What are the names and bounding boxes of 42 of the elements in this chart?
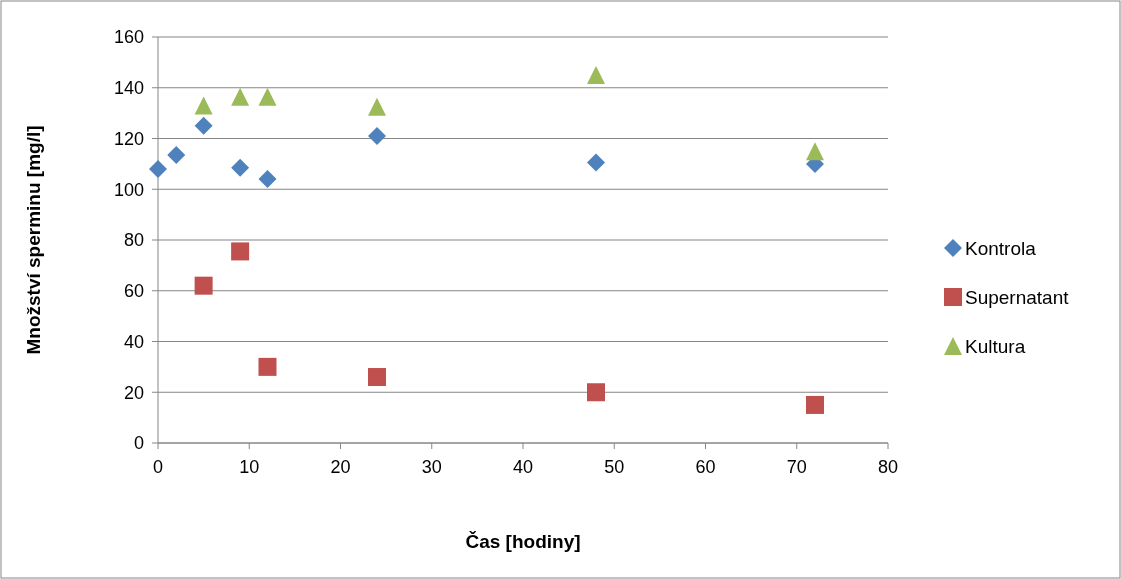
point xyxy=(167,145,186,164)
legend-label: Kultura xyxy=(965,335,1026,357)
legend-label: Kontrola xyxy=(965,237,1037,259)
y-tick-label: 120 xyxy=(113,128,144,149)
point xyxy=(258,357,277,376)
y-axis-title: Množství sperminu [mg/l] xyxy=(23,125,44,355)
x-tick-label: 10 xyxy=(239,457,260,477)
y-tick-label: 60 xyxy=(123,281,144,302)
point xyxy=(587,153,605,172)
y-tick-label: 160 xyxy=(113,27,144,48)
point xyxy=(231,87,250,106)
point xyxy=(231,242,250,261)
y-tick-label: 0 xyxy=(133,433,144,454)
point xyxy=(587,66,605,85)
point xyxy=(194,116,213,135)
y-tick-label: 140 xyxy=(113,78,144,99)
x-tick-label: 0 xyxy=(152,457,164,477)
point xyxy=(231,158,250,177)
y-tick-label: 100 xyxy=(113,179,144,200)
point xyxy=(194,96,213,115)
point xyxy=(194,276,213,295)
x-tick-label: 20 xyxy=(330,457,351,477)
point xyxy=(368,97,386,116)
x-tick-label: 80 xyxy=(877,457,899,477)
point xyxy=(258,87,277,106)
x-axis-title: Čas [hodiny] xyxy=(465,531,581,552)
x-tick-label: 40 xyxy=(512,457,534,477)
point xyxy=(258,170,277,189)
point xyxy=(587,383,605,402)
x-tick-label: 50 xyxy=(604,457,625,477)
point xyxy=(368,126,386,145)
y-tick-label: 20 xyxy=(123,382,144,403)
x-tick-label: 30 xyxy=(421,457,442,477)
y-tick-label: 80 xyxy=(123,230,144,251)
point xyxy=(368,368,386,387)
legend-label: Supernatant xyxy=(965,286,1070,308)
y-tick-label: 40 xyxy=(123,331,144,352)
x-tick-label: 70 xyxy=(786,457,807,477)
x-tick-label: 60 xyxy=(695,457,716,477)
point xyxy=(149,159,167,178)
point xyxy=(806,395,824,414)
point xyxy=(806,142,824,161)
